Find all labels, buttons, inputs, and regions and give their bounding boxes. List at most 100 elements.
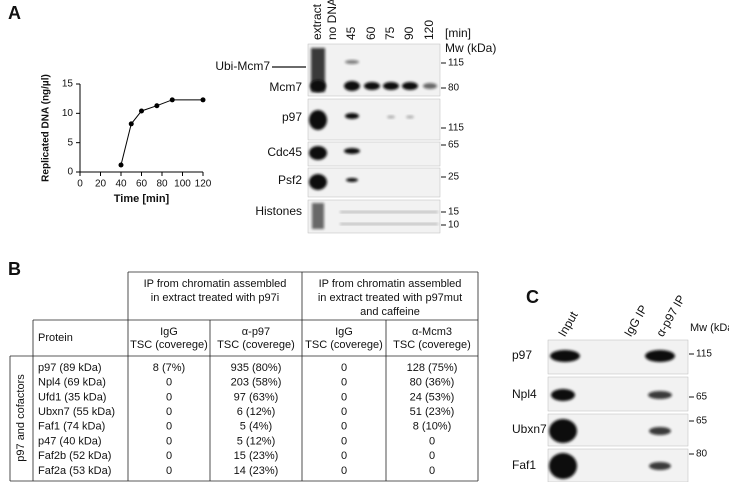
- table-cell: 15 (23%): [234, 450, 279, 462]
- x-axis-label: Time [min]: [114, 193, 170, 205]
- y-axis-label: Replicated DNA (ng/µl): [41, 74, 52, 182]
- lane-label: IgG IP: [621, 303, 650, 339]
- column-header: TSC (coverege): [130, 339, 208, 351]
- row-label: Ubi-Mcm7: [215, 59, 270, 73]
- column-header: TSC (coverege): [217, 339, 295, 351]
- table-cell: 6 (12%): [237, 406, 276, 418]
- table-cell: 0: [166, 377, 172, 389]
- row-label: Cdc45: [267, 145, 302, 159]
- y-tick-label: 10: [62, 108, 74, 119]
- table-cell: Npl4 (69 kDa): [38, 377, 106, 389]
- table-cell: 0: [429, 450, 435, 462]
- table-cell: 0: [166, 406, 172, 418]
- table-cell: 0: [341, 362, 347, 374]
- table-cell: 0: [341, 391, 347, 403]
- band: [340, 211, 438, 213]
- column-header: Protein: [38, 332, 73, 344]
- table-cell: p47 (40 kDa): [38, 435, 102, 447]
- blot-strip: [307, 199, 441, 234]
- band: [383, 82, 399, 90]
- band: [549, 453, 577, 479]
- table-cell: 5 (4%): [240, 421, 272, 433]
- band: [345, 113, 359, 119]
- band: [402, 82, 418, 90]
- table-cell: 0: [166, 465, 172, 477]
- table-cell: 0: [341, 421, 347, 433]
- band: [387, 115, 395, 119]
- table-cell: 203 (58%): [231, 377, 282, 389]
- band: [344, 148, 360, 154]
- band: [312, 203, 324, 229]
- mw-marker: 80: [696, 449, 708, 460]
- table-cell: Faf1 (74 kDa): [38, 421, 105, 433]
- table-cell: 935 (80%): [231, 362, 282, 374]
- band: [423, 83, 437, 89]
- x-tick-label: 120: [195, 179, 212, 190]
- mw-title: Mw (kDa): [445, 41, 496, 55]
- lane-label: 60: [364, 26, 378, 40]
- lane-label: 75: [383, 26, 397, 40]
- row-label: p97: [282, 110, 302, 124]
- band: [310, 80, 326, 92]
- data-line: [120, 99, 203, 166]
- x-tick-label: 20: [95, 179, 107, 190]
- group-header: IP from chromatin assembled: [144, 278, 287, 290]
- column-header: IgG: [335, 326, 353, 338]
- lane-label: α-p97 IP: [653, 293, 688, 340]
- data-point: [169, 97, 175, 103]
- band: [340, 223, 438, 225]
- column-header: TSC (coverege): [305, 339, 383, 351]
- mw-marker: 80: [448, 83, 460, 94]
- x-tick-label: 40: [115, 179, 127, 190]
- blot-c: [547, 339, 689, 482]
- table-cell: Ufd1 (35 kDa): [38, 391, 106, 403]
- blot-strip: [307, 98, 441, 141]
- band: [549, 419, 577, 443]
- mw-marker: 25: [448, 172, 460, 183]
- table-cell: Faf2b (52 kDa): [38, 450, 111, 462]
- y-tick-label: 15: [62, 79, 74, 90]
- blot-a: [272, 43, 441, 234]
- lane-label: Input: [555, 308, 581, 339]
- band: [364, 82, 380, 90]
- table-cell: 0: [341, 465, 347, 477]
- data-point: [128, 121, 134, 127]
- band: [309, 110, 327, 130]
- mw-marker: 115: [696, 349, 712, 360]
- table-cell: 0: [341, 450, 347, 462]
- y-tick-label: 0: [67, 167, 73, 178]
- column-header: α-p97: [242, 326, 270, 338]
- column-header: TSC (coverege): [393, 339, 471, 351]
- data-point: [154, 103, 160, 109]
- group-header: in extract treated with p97mut: [318, 292, 462, 304]
- table-cell: 14 (23%): [234, 465, 279, 477]
- row-label: p97: [512, 348, 532, 362]
- table-cell: 128 (75%): [407, 362, 458, 374]
- group-header: IP from chromatin assembled: [319, 278, 462, 290]
- table-cell: Ubxn7 (55 kDa): [38, 406, 115, 418]
- data-point: [118, 162, 124, 168]
- data-point: [139, 108, 144, 114]
- table-cell: 0: [429, 465, 435, 477]
- table-cell: 8 (7%): [153, 362, 185, 374]
- band: [648, 391, 672, 399]
- band: [309, 174, 327, 190]
- table-cell: 80 (36%): [410, 377, 455, 389]
- lane-label: 120: [422, 20, 436, 40]
- table-cell: 0: [166, 421, 172, 433]
- band: [345, 60, 359, 64]
- column-header: α-Mcm3: [412, 326, 452, 338]
- mw-marker: 10: [448, 220, 460, 231]
- x-tick-label: 0: [77, 179, 83, 190]
- x-tick-label: 60: [136, 179, 148, 190]
- lane-label: extract: [310, 3, 324, 40]
- lane-label: 90: [402, 26, 416, 40]
- column-header: IgG: [160, 326, 178, 338]
- group-header: in extract treated with p97i: [151, 292, 279, 304]
- mw-marker: 65: [448, 140, 460, 151]
- band: [344, 81, 360, 91]
- table-cell: 0: [166, 391, 172, 403]
- mw-marker: 115: [448, 123, 464, 134]
- table-cell: 0: [429, 435, 435, 447]
